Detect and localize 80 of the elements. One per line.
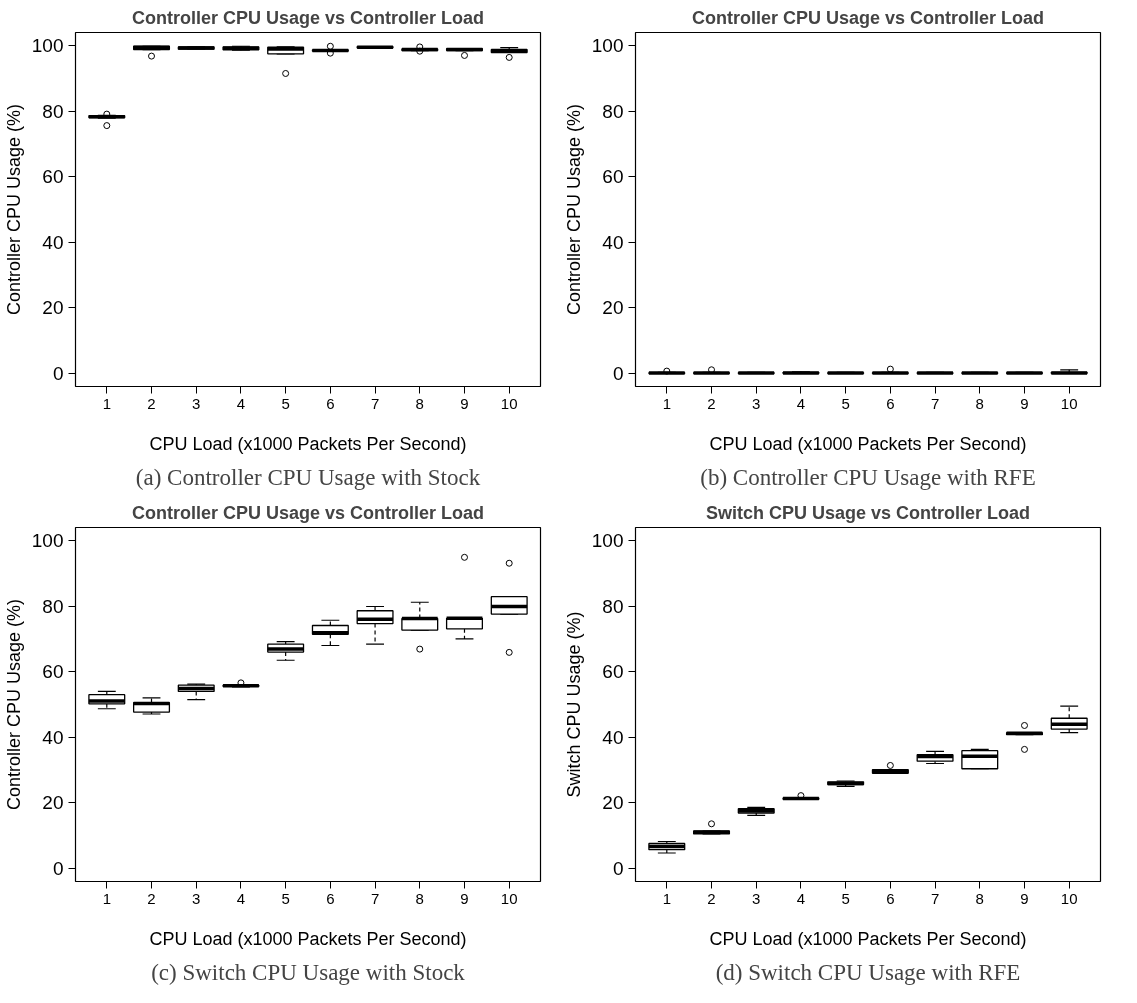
x-tick-label: 8 (975, 394, 984, 412)
y-tick-label: 40 (602, 726, 624, 748)
text: (c) Switch CPU Usage with Stock (151, 959, 466, 985)
x-tick-label: 7 (370, 889, 380, 907)
y-tick-label: 0 (612, 362, 624, 384)
x-tick-label: 9 (460, 394, 469, 412)
x-tick-label: 10 (500, 889, 518, 907)
x-tick-label: 6 (886, 394, 895, 412)
y-tick-label: 100 (31, 530, 64, 552)
x-tick-label: 7 (930, 889, 940, 907)
x-tick-label: 8 (975, 889, 984, 907)
x-axis-title: CPU Load (x1000 Packets Per Second) (149, 433, 467, 454)
y-tick-label: 80 (602, 595, 624, 617)
x-tick-label: 9 (460, 889, 469, 907)
chart-title: Controller CPU Usage vs Controller Load (131, 502, 485, 523)
x-tick-label: 5 (841, 394, 850, 412)
x-tick-label: 4 (236, 889, 246, 907)
y-tick-label: 60 (602, 166, 624, 188)
x-tick-label: 6 (886, 889, 895, 907)
x-tick-label: 7 (930, 394, 940, 412)
chart-title: Controller CPU Usage vs Controller Load (691, 7, 1045, 28)
y-tick-label: 60 (42, 661, 64, 683)
x-tick-label: 4 (796, 394, 806, 412)
x-tick-label: 2 (707, 394, 716, 412)
x-tick-label: 2 (707, 889, 716, 907)
x-tick-label: 2 (147, 889, 156, 907)
x-tick-label: 9 (1020, 889, 1029, 907)
x-tick-label: 1 (102, 394, 111, 412)
x-tick-label: 5 (281, 889, 290, 907)
y-tick-label: 40 (602, 231, 624, 253)
y-tick-label: 80 (42, 595, 64, 617)
x-tick-label: 7 (370, 394, 380, 412)
x-tick-label: 10 (1060, 889, 1078, 907)
y-tick-label: 0 (52, 857, 64, 879)
x-tick-label: 4 (236, 394, 246, 412)
x-tick-label: 6 (326, 889, 335, 907)
x-tick-label: 5 (841, 889, 850, 907)
x-tick-label: 3 (192, 889, 201, 907)
y-tick-label: 80 (602, 100, 624, 122)
x-tick-label: 8 (415, 889, 424, 907)
x-tick-label: 4 (796, 889, 806, 907)
y-tick-label: 20 (42, 792, 64, 814)
y-tick-label: 0 (612, 857, 624, 879)
text: (b) Controller CPU Usage with RFE (700, 464, 1036, 490)
y-tick-label: 40 (42, 726, 64, 748)
x-axis-title: CPU Load (x1000 Packets Per Second) (709, 928, 1027, 949)
x-axis-title: CPU Load (x1000 Packets Per Second) (709, 433, 1027, 454)
x-tick-label: 5 (281, 394, 290, 412)
x-tick-label: 9 (1020, 394, 1029, 412)
y-axis-title: Switch CPU Usage (%) (563, 611, 584, 798)
y-tick-label: 0 (52, 362, 64, 384)
text: (d) Switch CPU Usage with RFE (715, 959, 1021, 985)
x-tick-label: 3 (192, 394, 201, 412)
text: (a) Controller CPU Usage with Stock (135, 464, 481, 490)
x-tick-label: 2 (147, 394, 156, 412)
y-tick-label: 20 (602, 792, 624, 814)
y-axis-title: Controller CPU Usage (%) (563, 103, 584, 316)
x-tick-label: 1 (102, 889, 111, 907)
y-tick-label: 100 (31, 35, 64, 57)
y-axis-title: Controller CPU Usage (%) (3, 598, 24, 811)
y-axis-title: Controller CPU Usage (%) (3, 103, 24, 316)
chart-title: Switch CPU Usage vs Controller Load (705, 502, 1031, 523)
y-tick-label: 20 (42, 297, 64, 319)
y-tick-label: 100 (591, 35, 624, 57)
x-tick-label: 3 (752, 889, 761, 907)
x-tick-label: 3 (752, 394, 761, 412)
y-tick-label: 40 (42, 231, 64, 253)
y-tick-label: 60 (602, 661, 624, 683)
chart-title: Controller CPU Usage vs Controller Load (131, 7, 485, 28)
y-tick-label: 100 (591, 530, 624, 552)
x-tick-label: 10 (1060, 394, 1078, 412)
x-tick-label: 8 (415, 394, 424, 412)
y-tick-label: 80 (42, 100, 64, 122)
x-tick-label: 10 (500, 394, 518, 412)
x-axis-title: CPU Load (x1000 Packets Per Second) (149, 928, 467, 949)
y-tick-label: 60 (42, 166, 64, 188)
x-tick-label: 1 (662, 889, 671, 907)
y-tick-label: 20 (602, 297, 624, 319)
x-tick-label: 6 (326, 394, 335, 412)
x-tick-label: 1 (662, 394, 671, 412)
